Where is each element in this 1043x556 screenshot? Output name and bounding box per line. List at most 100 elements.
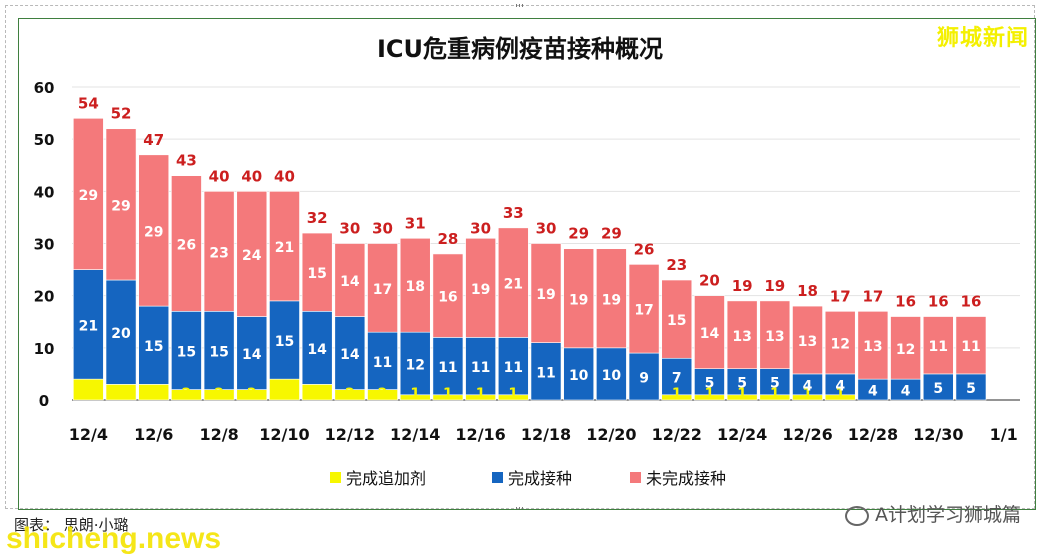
- chart-title: ICU危重病例疫苗接种概况: [377, 35, 663, 63]
- segment-value-label: 4: [83, 386, 93, 402]
- bar-segment: [138, 305, 170, 385]
- bars: [73, 118, 987, 401]
- bar-segment: [138, 154, 170, 307]
- bar-segment: [465, 237, 496, 338]
- bar-segment: [399, 237, 431, 333]
- segment-value-label: 15: [667, 313, 686, 329]
- bar-segment: [236, 316, 268, 390]
- segment-value-label: 19: [471, 282, 490, 298]
- total-value-label: 17: [830, 287, 851, 305]
- resize-handle-top[interactable]: [516, 4, 524, 7]
- total-value-label: 40: [241, 167, 262, 185]
- total-value-label: 29: [601, 225, 622, 243]
- total-value-label: 26: [634, 240, 655, 258]
- segment-value-label: 14: [340, 274, 360, 290]
- y-tick-label: 20: [34, 288, 55, 306]
- total-value-label: 43: [176, 152, 197, 170]
- segment-value-label: 10: [602, 368, 622, 384]
- bar-segment: [596, 347, 627, 401]
- bar-segment: [171, 175, 202, 312]
- segment-value-label: 11: [438, 360, 457, 376]
- segment-value-label: 13: [798, 334, 817, 350]
- bar-segment: [497, 227, 529, 338]
- segment-value-label: 26: [177, 238, 196, 254]
- total-value-label: 31: [405, 214, 426, 232]
- legend-swatch: [492, 472, 503, 483]
- total-value-label: 19: [732, 277, 753, 295]
- bar-segment: [596, 248, 627, 349]
- bar-segment: [726, 368, 758, 396]
- wechat-account-watermark: A计划学习狮城篇: [845, 500, 1021, 527]
- legend: 完成追加剂 完成接种 未完成接种: [330, 469, 726, 488]
- bar-segment: [792, 305, 823, 375]
- legend-swatch: [630, 472, 641, 483]
- total-value-label: 16: [928, 293, 949, 311]
- bar-segment: [661, 279, 693, 359]
- bar-segment: [857, 311, 889, 380]
- bar-segment: [73, 118, 104, 270]
- x-tick-label: 12/16: [455, 425, 505, 444]
- segment-value-label: 29: [144, 224, 163, 240]
- bar-segment: [301, 232, 333, 312]
- total-value-label: 23: [666, 256, 687, 274]
- segment-value-label: 21: [79, 318, 98, 334]
- total-value-label: 16: [895, 293, 916, 311]
- segment-value-label: 1: [770, 386, 780, 402]
- bar-segment: [171, 311, 202, 390]
- x-tick-label: 12/18: [521, 425, 571, 444]
- bar-segment: [73, 269, 104, 380]
- bar-segment: [530, 243, 562, 343]
- x-tick-label: 12/8: [199, 425, 238, 444]
- segment-value-label: 1: [443, 386, 453, 402]
- segment-value-label: 4: [835, 378, 845, 394]
- bar-segment: [726, 300, 758, 369]
- segment-value-label: 1: [508, 386, 518, 402]
- bar-segment: [955, 373, 987, 401]
- bar-segment: [432, 253, 464, 338]
- segment-value-label: 14: [307, 342, 327, 358]
- segment-value-label: 15: [275, 334, 294, 350]
- y-tick-label: 30: [34, 236, 55, 254]
- legend-swatch: [330, 472, 341, 483]
- legend-label: 完成追加剂: [346, 469, 426, 488]
- total-value-label: 16: [961, 293, 982, 311]
- bar-segment: [432, 337, 464, 396]
- segment-value-label: 4: [280, 386, 290, 402]
- y-axis-ticks: 0 10 20 30 40 50 60: [34, 79, 55, 410]
- segment-value-label: 11: [471, 360, 490, 376]
- resize-handle-bottom[interactable]: [516, 507, 524, 510]
- wechat-account-name: A计划学习狮城篇: [875, 504, 1021, 526]
- total-value-label: 30: [339, 220, 360, 238]
- bar-segment: [269, 300, 300, 380]
- total-value-label: 32: [307, 209, 328, 227]
- segment-value-label: 15: [209, 344, 228, 360]
- segment-value-label: 1: [410, 386, 420, 402]
- x-tick-label: 12/10: [259, 425, 309, 444]
- segment-value-label: 29: [111, 198, 130, 214]
- bar-segment: [824, 311, 856, 375]
- bar-segment: [334, 316, 366, 390]
- segment-value-label: 19: [536, 287, 555, 303]
- bar-segment: [203, 191, 235, 312]
- x-tick-label: 1/1: [990, 425, 1018, 444]
- segment-value-label: 17: [373, 282, 392, 298]
- segment-value-label: 1: [803, 386, 813, 402]
- segment-value-label: 4: [901, 384, 911, 400]
- total-value-label: 30: [470, 220, 491, 238]
- segment-value-label: 14: [242, 347, 262, 363]
- segment-value-label: 5: [933, 381, 943, 397]
- chart-credit: 图表： 思朗·小璐: [14, 516, 129, 534]
- segment-value-label: 13: [732, 329, 751, 345]
- segment-value-label: 3: [149, 386, 159, 402]
- chart-frame: [5, 4, 1036, 510]
- segment-value-label: 3: [312, 386, 322, 402]
- segment-value-label: 1: [672, 386, 682, 402]
- segment-value-label: 24: [242, 248, 262, 264]
- x-tick-label: 12/12: [325, 425, 375, 444]
- segment-value-label: 11: [929, 339, 948, 355]
- x-tick-label: 12/20: [586, 425, 636, 444]
- x-tick-label: 12/30: [913, 425, 963, 444]
- segment-value-label: 18: [405, 279, 424, 295]
- bar-segment: [530, 342, 562, 401]
